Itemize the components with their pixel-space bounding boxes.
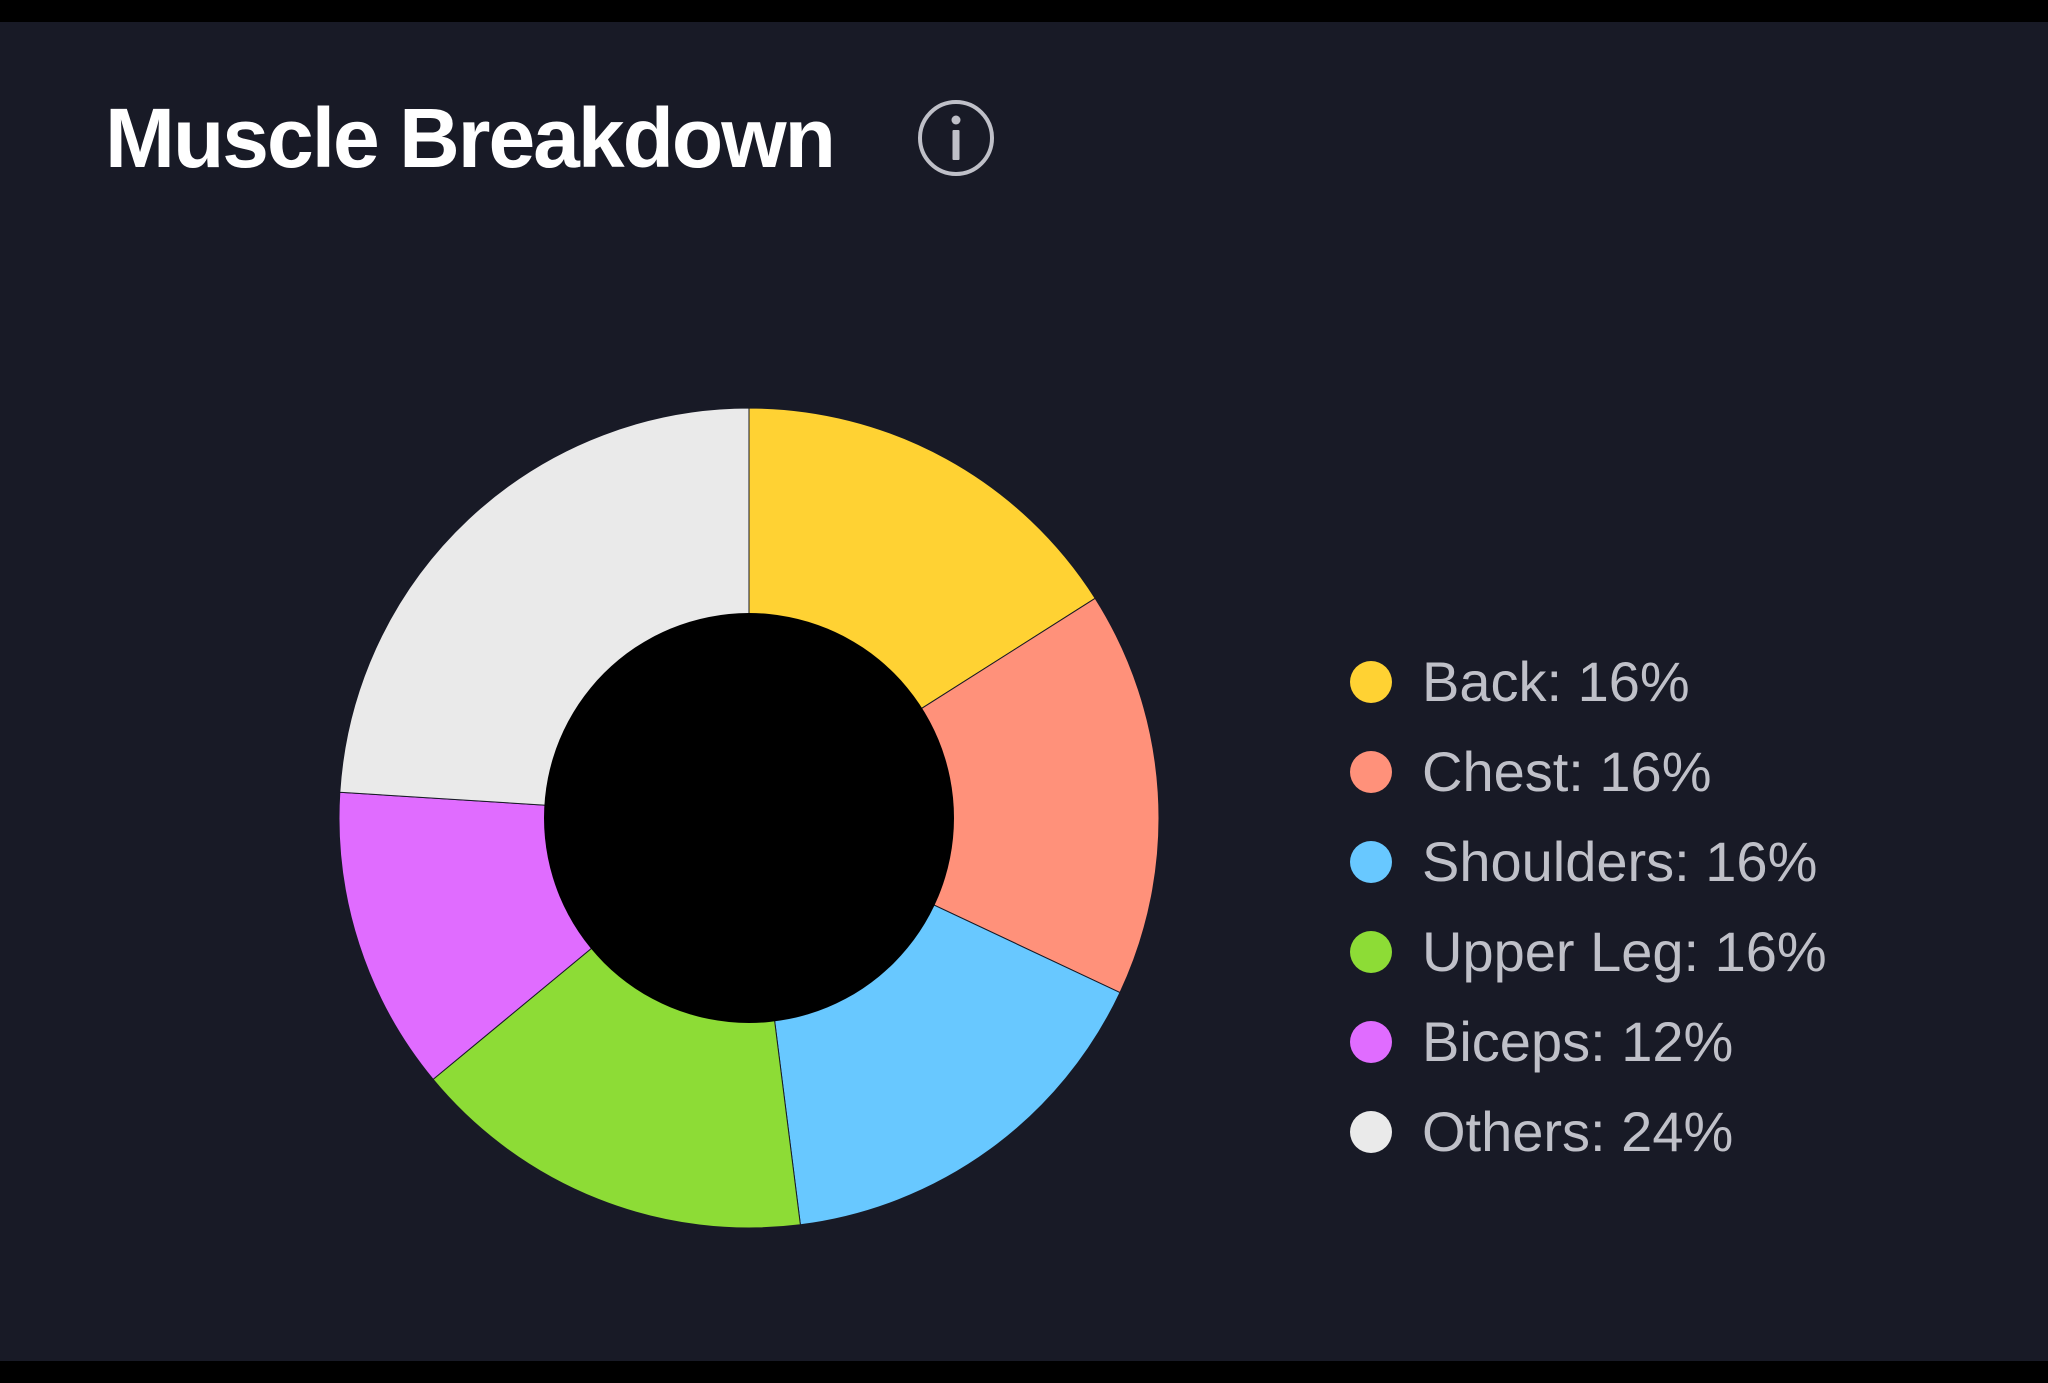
legend-label-upper-leg: Upper Leg: 16%	[1422, 920, 1827, 983]
donut-hole	[544, 613, 954, 1023]
legend-item-biceps[interactable]: Biceps: 12%	[1350, 997, 1827, 1087]
card-header: Muscle Breakdown	[105, 96, 996, 180]
legend-dot-back	[1350, 661, 1392, 703]
legend-dot-upper-leg	[1350, 931, 1392, 973]
card-title: Muscle Breakdown	[105, 91, 836, 185]
legend-item-back[interactable]: Back: 16%	[1350, 637, 1827, 727]
legend-label-shoulders: Shoulders: 16%	[1422, 830, 1818, 893]
legend-dot-chest	[1350, 751, 1392, 793]
slice-chest[interactable]	[747, 597, 1160, 994]
legend-label-back: Back: 16%	[1422, 650, 1690, 713]
legend-dot-biceps	[1350, 1021, 1392, 1063]
chart-legend: Back: 16% Chest: 16% Shoulders: 16% Upper L…	[1350, 637, 1827, 1177]
legend-item-chest[interactable]: Chest: 16%	[1350, 727, 1827, 817]
legend-dot-shoulders	[1350, 841, 1392, 883]
legend-item-upper-leg[interactable]: Upper Leg: 16%	[1350, 907, 1827, 997]
legend-item-others[interactable]: Others: 24%	[1350, 1087, 1827, 1177]
legend-label-others: Others: 24%	[1422, 1100, 1734, 1163]
legend-dot-others	[1350, 1111, 1392, 1153]
legend-label-biceps: Biceps: 12%	[1422, 1010, 1734, 1073]
legend-item-shoulders[interactable]: Shoulders: 16%	[1350, 817, 1827, 907]
info-circle-icon[interactable]	[916, 98, 996, 178]
legend-label-chest: Chest: 16%	[1422, 740, 1712, 803]
